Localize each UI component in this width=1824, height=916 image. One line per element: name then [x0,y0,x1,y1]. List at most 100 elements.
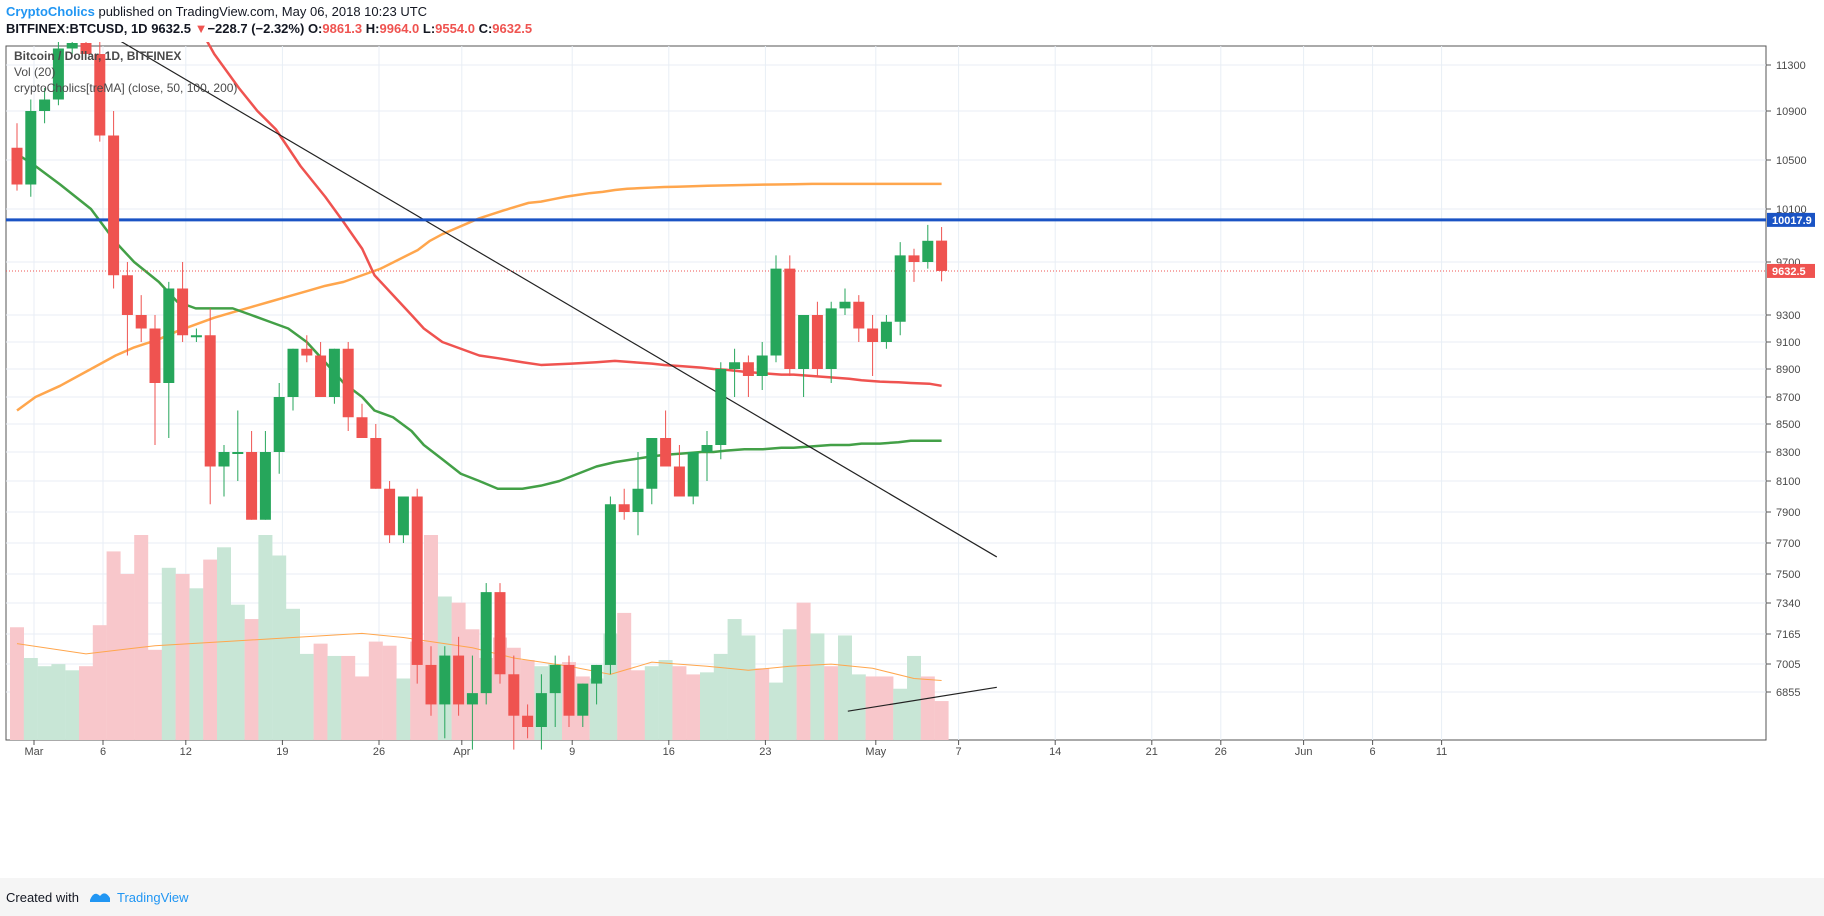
candle-body [936,240,948,271]
candle-body [425,664,437,705]
volume-ma-line [16,632,942,682]
volume-bar [189,588,204,740]
candle-body [591,664,603,684]
volume-bar [161,567,176,740]
candle-body [798,315,810,369]
candle-body [39,99,51,111]
ma200-line [16,182,942,412]
price-chart[interactable]: 1130010900105001010097009300910089008700… [0,42,1824,878]
legend-volume: Vol (20) [14,65,55,79]
candle-body [370,438,382,489]
time-tick-label: 11 [1436,746,1447,758]
volume-bar [727,619,742,740]
time-tick-label: 23 [759,746,771,758]
candle-body [687,452,699,497]
volume-bar [92,625,107,740]
tradingview-link[interactable]: TradingView [117,890,189,905]
time-tick-label: 6 [1370,746,1376,758]
open-value: 9861.3 [322,21,363,36]
volume-bar [230,604,245,740]
price-tick-label: 8300 [1776,447,1800,459]
candle-body [108,135,120,276]
candle-body [163,288,175,383]
volume-bar [617,612,632,740]
candle-body [204,335,216,467]
volume-bar [658,660,673,740]
candle-body [94,54,106,136]
volume-bar [920,676,935,740]
time-tick-label: 6 [100,746,106,758]
footer: Created with TradingView [0,878,1824,916]
time-tick-label: 12 [180,746,192,758]
price-tick-label: 7340 [1776,598,1800,610]
candle-body [342,348,354,418]
candle-body [549,664,561,694]
volume-bar [934,701,949,740]
price-tick-label: 8100 [1776,476,1800,488]
candle-body [715,369,727,445]
price-tick-label: 7900 [1776,507,1800,519]
candle-body [811,315,823,369]
created-with-text: Created with [6,890,79,905]
volume-bar [286,608,300,740]
symbol-info: BITFINEX:BTCUSD, 1D 9632.5 ▼−228.7 (−2.3… [6,21,532,36]
price-label-text: 9632.5 [1772,266,1806,278]
volume-bar [713,653,728,740]
candle-body [246,452,258,520]
volume-bar [79,666,93,740]
publish-info: CryptoCholics published on TradingView.c… [6,4,427,19]
volume-bar [10,627,24,740]
candle-body [439,655,451,705]
volume-bar [396,678,411,740]
open-label: O: [307,21,323,36]
candle-body [25,111,37,185]
axes: 1130010900105001010097009300910089008700… [25,60,1815,758]
volume-bar [258,535,273,740]
candle-body [618,504,630,512]
price-tick-label: 8500 [1776,419,1800,431]
volume-bar [148,649,162,740]
publisher-name[interactable]: CryptoCholics [6,4,95,19]
time-tick-label: Apr [453,746,470,758]
volume-bar [865,676,880,740]
volume-bar [299,653,314,740]
candle-body [11,147,23,185]
volume-bar [879,676,894,740]
candle-body [660,438,672,467]
time-tick-label: 16 [663,746,675,758]
candle-body [867,328,879,342]
volume-bar [244,619,259,740]
trendlines[interactable] [6,42,998,712]
candle-body [328,348,340,397]
candle-body [922,240,934,262]
candle-body [577,683,589,716]
candle-body [742,362,754,376]
candle-body [494,592,506,675]
time-tick-label: 19 [276,746,288,758]
volume-bar [755,668,770,740]
volume-bar [589,678,604,740]
candle-body [80,43,92,54]
resistance-line[interactable] [6,218,1766,272]
price-tick-label: 7500 [1776,569,1800,581]
volume-bar [134,535,149,740]
price-tick-label: 7165 [1776,629,1800,641]
time-tick-label: Mar [25,746,44,758]
legend-title: Bitcoin / Dollar, 1D, BITFINEX [14,49,181,63]
trendline-lower [847,686,997,712]
candle-body [756,355,768,376]
time-tick-label: 9 [569,746,575,758]
candle-body [356,417,368,438]
time-tick-label: 26 [373,746,385,758]
volume-bar [65,670,80,740]
candle-body [149,328,161,383]
candle-body [894,255,906,322]
candle-body [121,275,133,315]
volume-bar [37,666,52,740]
volume-bar [217,547,231,740]
ma50-line [206,42,942,388]
published-text: published on TradingView.com, May 06, 20… [98,4,428,19]
price-tick-label: 7700 [1776,538,1800,550]
price-label-box [1767,263,1815,278]
candle-body [218,452,230,467]
